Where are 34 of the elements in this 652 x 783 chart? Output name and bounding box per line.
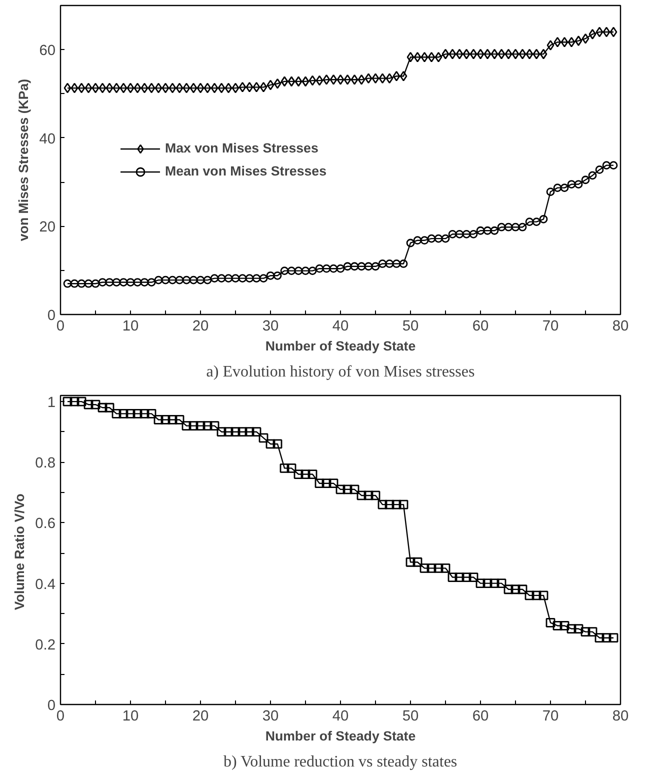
x-tick-label: 70 — [542, 318, 559, 334]
x-tick-label: 70 — [542, 708, 559, 724]
x-tick-label: 20 — [192, 708, 209, 724]
x-tick-label: 40 — [332, 708, 349, 724]
x-axis-title: Number of Steady State — [265, 728, 416, 744]
y-tick-label: 0.6 — [35, 516, 56, 532]
x-tick-label: 40 — [332, 318, 349, 334]
y-tick-label: 0.4 — [35, 576, 56, 593]
x-tick-label: 60 — [472, 708, 489, 724]
y-axis-title: von Mises Stresses (KPa) — [16, 78, 32, 242]
x-axis-title: Number of Steady State — [265, 338, 416, 354]
y-tick-label: 20 — [39, 220, 56, 236]
x-tick-label: 50 — [402, 708, 419, 724]
x-tick-label: 80 — [612, 318, 629, 334]
y-tick-label: 0.8 — [35, 456, 56, 472]
y-tick-label: 0.2 — [35, 637, 56, 654]
text: a) Evolution history of von Mises stresses — [206, 364, 475, 380]
y-axis-title: Volume Ratio V/Vo — [12, 494, 28, 610]
y-tick-label: 0 — [47, 308, 56, 324]
x-tick-label: 50 — [402, 318, 419, 334]
x-tick-label: 80 — [612, 708, 629, 724]
x-tick-label: 20 — [192, 318, 209, 334]
legend-label: Mean von Mises Stresses — [165, 164, 326, 178]
x-tick-label: 30 — [262, 318, 279, 334]
legend-label: Max von Mises Stresses — [165, 140, 318, 156]
x-tick-label: 60 — [472, 318, 489, 334]
x-tick-label: 10 — [122, 708, 139, 724]
y-tick-label: 0 — [47, 698, 56, 714]
x-tick-label: 10 — [122, 318, 139, 334]
y-tick-label: 60 — [39, 43, 56, 60]
x-tick-label: 30 — [262, 708, 279, 724]
y-tick-label: 40 — [39, 131, 56, 148]
y-tick-label: 1 — [47, 395, 56, 412]
text: b) Volume reduction vs steady states — [224, 754, 458, 770]
